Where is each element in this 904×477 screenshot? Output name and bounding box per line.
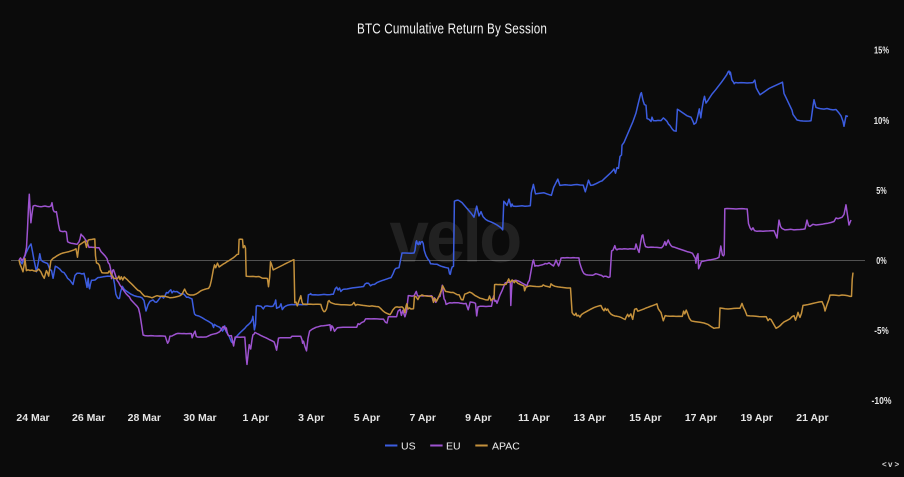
svg-text:EU: EU — [446, 441, 461, 453]
svg-text:US: US — [401, 441, 416, 453]
svg-text:26 Mar: 26 Mar — [72, 412, 105, 424]
svg-text:24 Mar: 24 Mar — [16, 412, 49, 424]
svg-text:APAC: APAC — [492, 441, 520, 453]
svg-text:>: > — [895, 460, 900, 469]
svg-text:28 Mar: 28 Mar — [128, 412, 161, 424]
svg-text:velo: velo — [390, 195, 521, 278]
svg-text:30 Mar: 30 Mar — [183, 412, 216, 424]
svg-text:<: < — [882, 460, 887, 469]
svg-text:3 Apr: 3 Apr — [298, 412, 324, 424]
svg-text:-10%: -10% — [872, 396, 892, 407]
svg-text:10%: 10% — [874, 116, 890, 127]
svg-text:13 Apr: 13 Apr — [574, 412, 606, 424]
svg-text:9 Apr: 9 Apr — [465, 412, 491, 424]
svg-text:0%: 0% — [876, 256, 887, 267]
svg-text:15%: 15% — [874, 46, 889, 57]
svg-text:11 Apr: 11 Apr — [518, 412, 550, 424]
svg-text:-5%: -5% — [874, 326, 889, 337]
svg-text:15 Apr: 15 Apr — [629, 412, 661, 424]
svg-text:7 Apr: 7 Apr — [409, 412, 435, 424]
svg-text:17 Apr: 17 Apr — [685, 412, 717, 424]
svg-text:v: v — [888, 460, 893, 469]
svg-text:5%: 5% — [876, 186, 887, 197]
svg-text:19 Apr: 19 Apr — [741, 412, 773, 424]
svg-text:1 Apr: 1 Apr — [242, 412, 268, 424]
svg-text:21 Apr: 21 Apr — [796, 412, 828, 424]
svg-text:BTC Cumulative Return By Sessi: BTC Cumulative Return By Session — [357, 21, 547, 38]
svg-text:5 Apr: 5 Apr — [354, 412, 380, 424]
